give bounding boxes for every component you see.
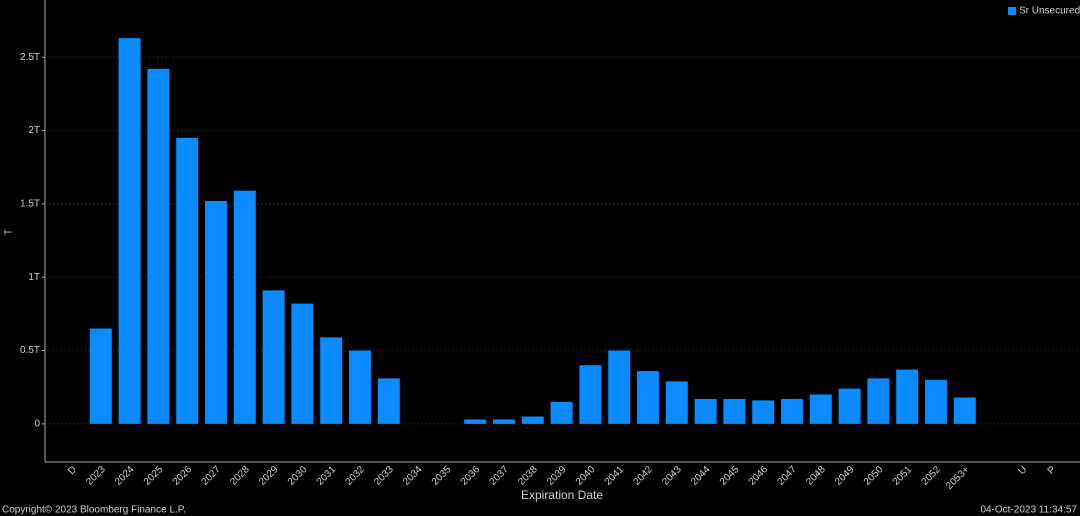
y-axis-label: T (4, 229, 15, 235)
y-tick-label: 1.5T (20, 199, 40, 210)
bar (723, 398, 746, 424)
bar (464, 419, 487, 424)
legend-swatch (1008, 7, 1016, 15)
bar (781, 398, 803, 424)
bar (579, 365, 602, 424)
bar (233, 190, 256, 424)
bar (147, 68, 170, 424)
bar (809, 394, 832, 424)
bar (867, 378, 890, 424)
bar (89, 328, 112, 424)
bar (377, 378, 400, 424)
copyright: Copyright© 2023 Bloomberg Finance L.P. (2, 505, 186, 516)
bar (637, 371, 659, 424)
y-tick-label: 0.5T (20, 345, 40, 356)
bar (550, 401, 573, 424)
bar (320, 337, 343, 424)
bar (291, 303, 314, 424)
bar (896, 369, 919, 424)
bar (838, 388, 861, 424)
bar (118, 38, 141, 424)
y-tick-label: 2T (28, 125, 40, 136)
y-tick-label: 1T (28, 272, 40, 283)
timestamp: 04-Oct-2023 11:34:57 (980, 505, 1077, 516)
bar (953, 397, 976, 424)
bar (205, 200, 227, 424)
bar (608, 350, 631, 424)
bar (349, 350, 371, 424)
bar (752, 400, 775, 424)
bar (521, 416, 544, 424)
legend-label: Sr Unsecured (1019, 6, 1080, 17)
y-tick-label: 2.5T (20, 52, 40, 63)
bar (665, 381, 688, 424)
bar (694, 398, 717, 424)
y-tick-label: 0 (34, 419, 40, 430)
bar (493, 419, 515, 424)
x-axis-label: Expiration Date (521, 488, 603, 502)
bar (262, 290, 285, 424)
bar (925, 379, 947, 424)
bar (176, 137, 199, 424)
